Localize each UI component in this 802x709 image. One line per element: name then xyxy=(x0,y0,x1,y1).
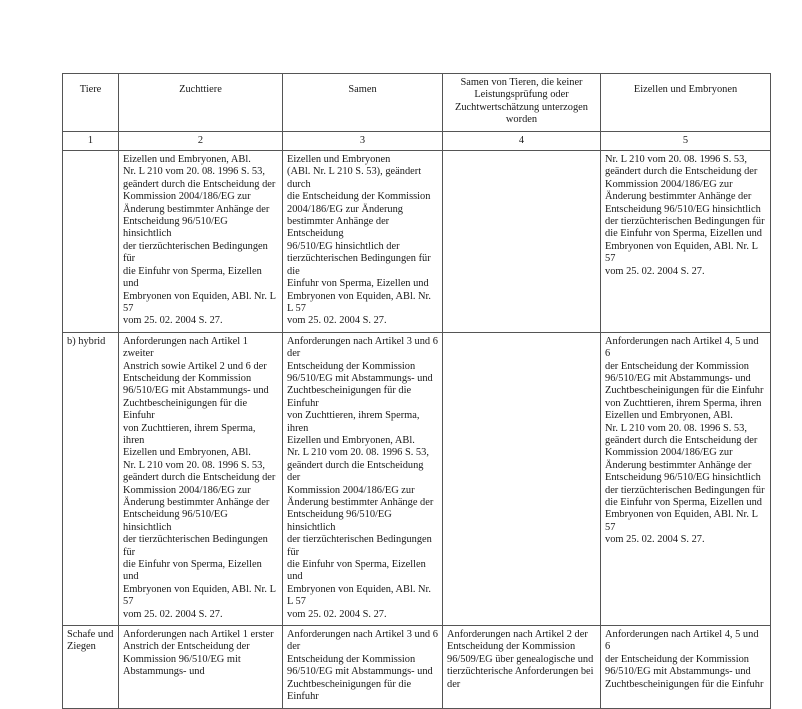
header-samen-ohne-pruefung: Samen von Tieren, die keiner Leistungspr… xyxy=(442,73,601,132)
table-cell: Anforderungen nach Artikel 4, 5 und 6 de… xyxy=(600,331,771,627)
table-cell: Eizellen und Embryonen, ABl. Nr. L 210 v… xyxy=(118,150,283,333)
table-cell: Anforderungen nach Artikel 1 erster Anst… xyxy=(118,625,283,709)
table-cell xyxy=(442,150,601,333)
table-cell: Anforderungen nach Artikel 2 der Entsche… xyxy=(442,625,601,709)
table-cell xyxy=(62,150,119,333)
header-zuchttiere: Zuchttiere xyxy=(118,73,283,132)
header-eizellen-embryonen: Eizellen und Embryonen xyxy=(600,73,771,132)
column-number: 4 xyxy=(442,130,601,152)
table-row: Eizellen und Embryonen, ABl. Nr. L 210 v… xyxy=(62,150,771,333)
column-number-row: 1 2 3 4 5 xyxy=(62,130,771,152)
table-row: Schafe und Ziegen Anforderungen nach Art… xyxy=(62,625,771,709)
header-tiere: Tiere xyxy=(62,73,119,132)
column-number: 1 xyxy=(62,130,119,152)
column-number: 5 xyxy=(600,130,771,152)
table-cell: Anforderungen nach Artikel 4, 5 und 6 de… xyxy=(600,625,771,709)
table-cell: Anforderungen nach Artikel 3 und 6 der E… xyxy=(282,331,443,627)
header-samen: Samen xyxy=(282,73,443,132)
header-row: Tiere Zuchttiere Samen Samen von Tieren,… xyxy=(62,73,771,132)
table-row: b) hybrid Anforderungen nach Artikel 1 z… xyxy=(62,331,771,627)
table-cell: Schafe und Ziegen xyxy=(62,625,119,709)
table-cell: Anforderungen nach Artikel 1 zweiter Ans… xyxy=(118,331,283,627)
column-number: 3 xyxy=(282,130,443,152)
table-cell: Anforderungen nach Artikel 3 und 6 der E… xyxy=(282,625,443,709)
table-cell xyxy=(442,331,601,627)
table-cell: Nr. L 210 vom 20. 08. 1996 S. 53, geände… xyxy=(600,150,771,333)
table-cell: b) hybrid xyxy=(62,331,119,627)
requirements-table: Tiere Zuchttiere Samen Samen von Tieren,… xyxy=(62,73,771,709)
column-number: 2 xyxy=(118,130,283,152)
table-cell: Eizellen und Embryonen (ABl. Nr. L 210 S… xyxy=(282,150,443,333)
